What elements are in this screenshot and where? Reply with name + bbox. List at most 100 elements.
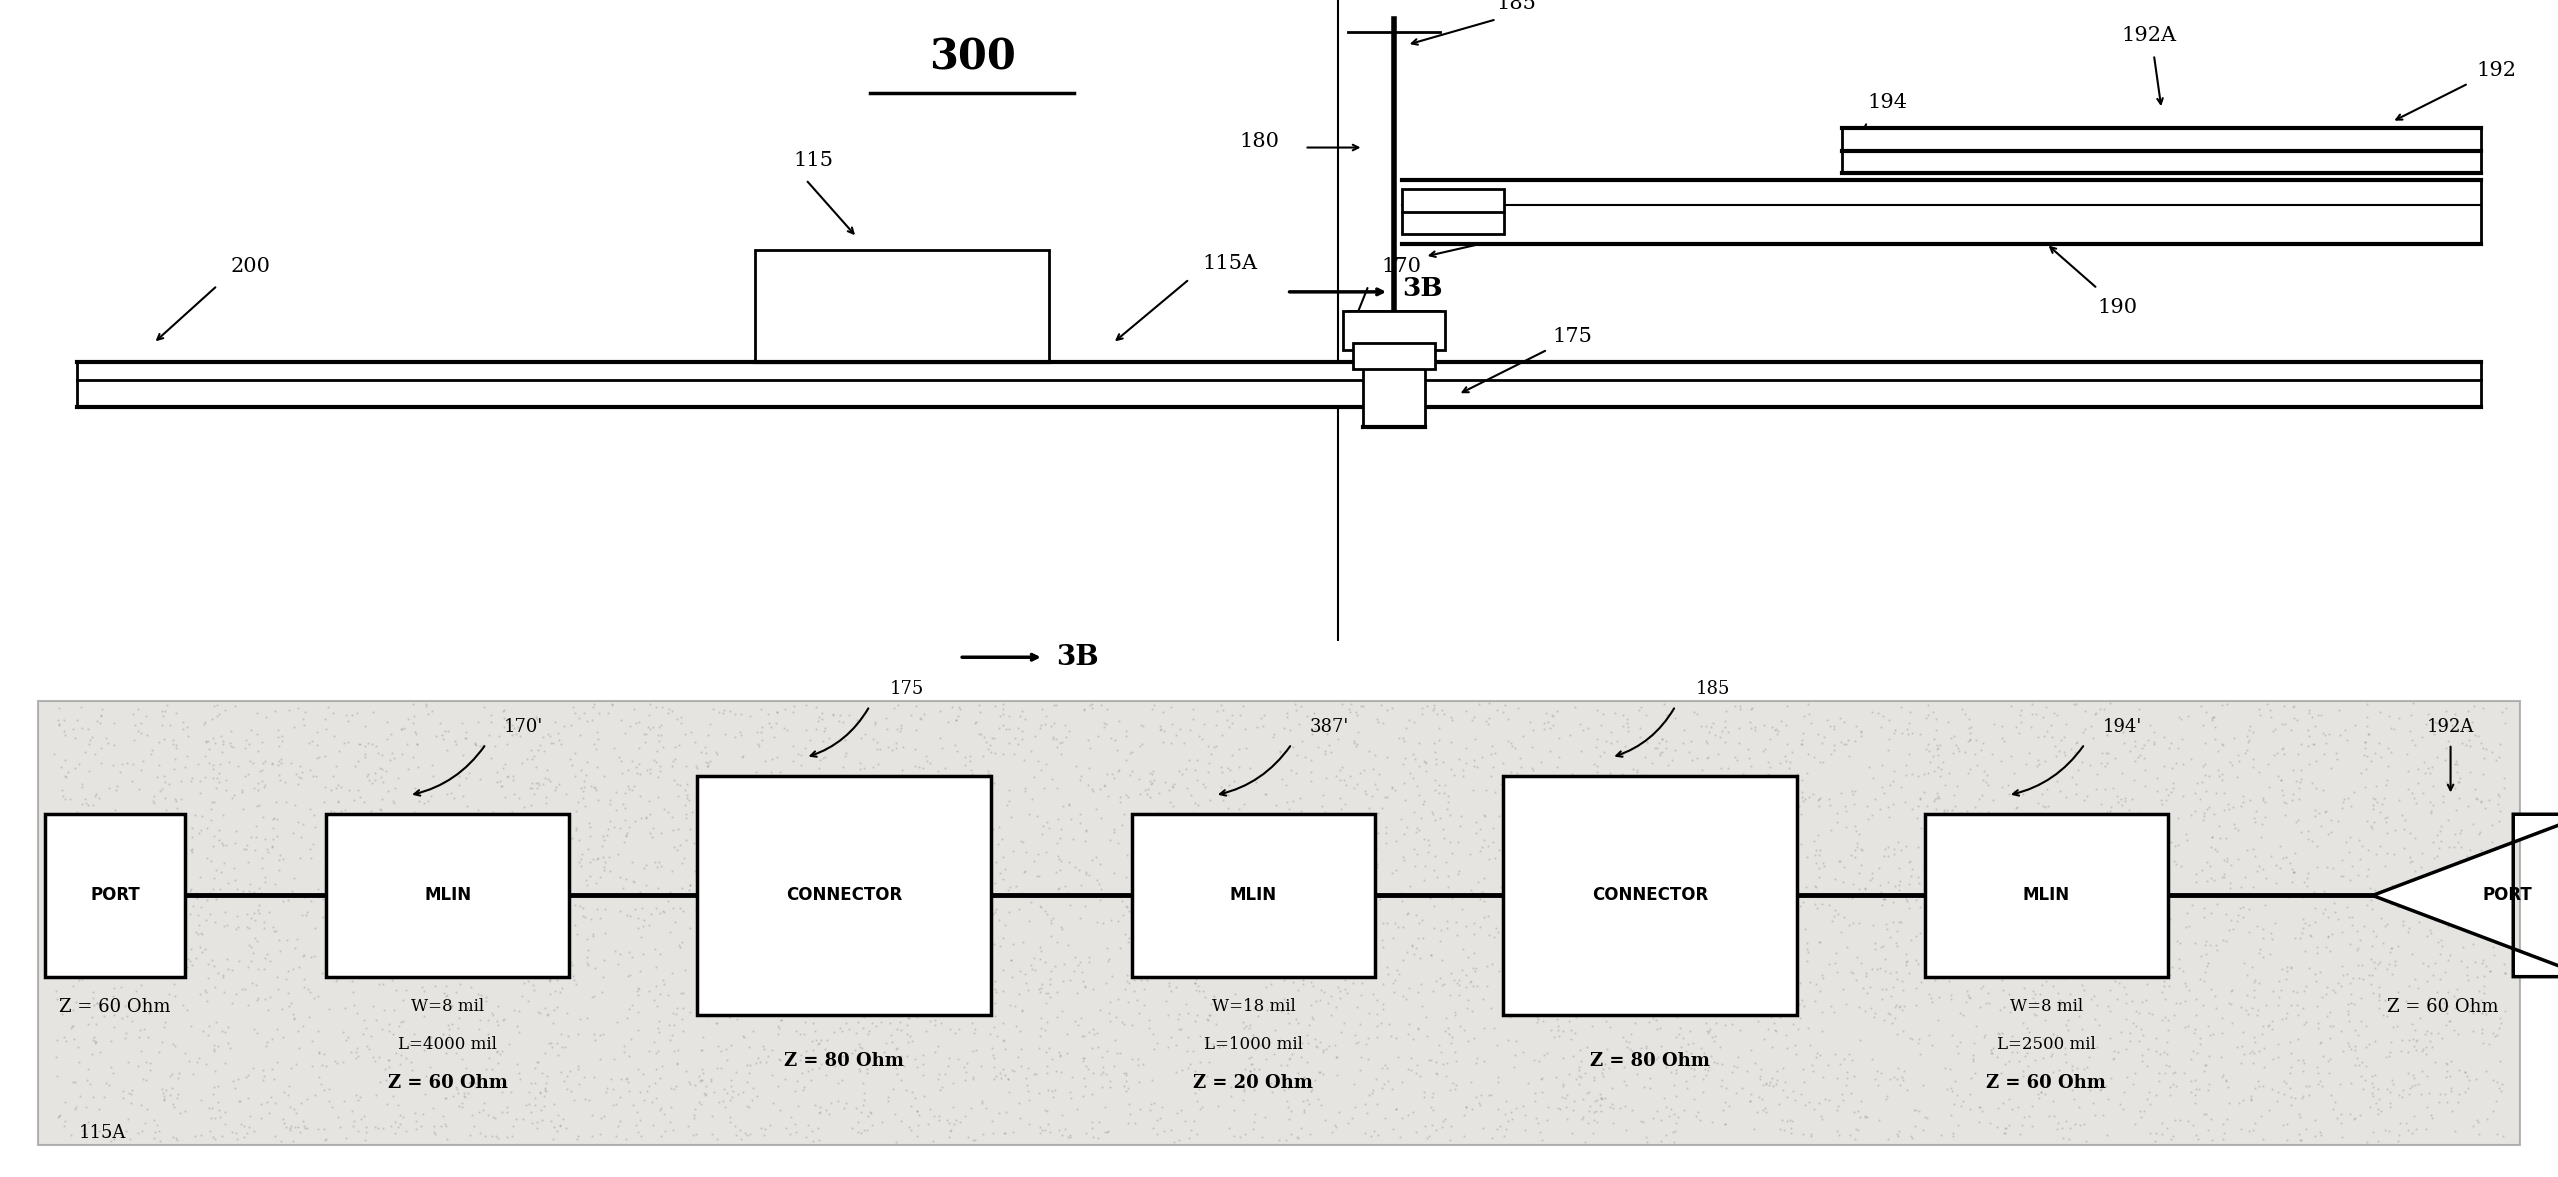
Point bbox=[1184, 714, 1225, 733]
Point bbox=[1573, 989, 1614, 1008]
Point bbox=[1412, 1100, 1453, 1119]
Point bbox=[1386, 718, 1427, 737]
Point bbox=[1138, 820, 1179, 839]
Point bbox=[611, 752, 652, 771]
Point bbox=[358, 909, 399, 927]
Point bbox=[2261, 849, 2302, 867]
Point bbox=[54, 919, 95, 938]
Point bbox=[1346, 910, 1386, 929]
Point bbox=[2090, 802, 2131, 820]
Point bbox=[629, 694, 670, 713]
Point bbox=[980, 911, 1021, 930]
Point bbox=[929, 1113, 969, 1132]
Point bbox=[2159, 809, 2200, 827]
Point bbox=[1108, 846, 1149, 865]
Point bbox=[936, 1111, 977, 1130]
Point bbox=[286, 905, 327, 924]
Point bbox=[762, 865, 803, 884]
Point bbox=[831, 898, 872, 917]
Point bbox=[1353, 873, 1394, 892]
Point bbox=[491, 716, 532, 734]
Point bbox=[263, 1109, 304, 1128]
Point bbox=[2353, 790, 2394, 809]
Point bbox=[2328, 995, 2369, 1013]
Point bbox=[1294, 1037, 1335, 1056]
Point bbox=[916, 1003, 957, 1022]
Point bbox=[100, 810, 141, 829]
Point bbox=[36, 1048, 77, 1066]
Point bbox=[1832, 963, 1872, 982]
Point bbox=[883, 1057, 923, 1076]
Point bbox=[82, 739, 123, 758]
Point bbox=[2438, 754, 2479, 773]
Text: 115A: 115A bbox=[79, 1124, 125, 1142]
Point bbox=[1036, 983, 1077, 1002]
Point bbox=[2003, 1013, 2044, 1032]
Point bbox=[1376, 962, 1417, 980]
Point bbox=[1392, 1060, 1432, 1079]
Point bbox=[228, 1089, 269, 1108]
Point bbox=[1571, 1097, 1612, 1116]
Point bbox=[310, 827, 350, 846]
Point bbox=[2098, 973, 2138, 992]
Point bbox=[338, 1091, 379, 1110]
Point bbox=[1320, 897, 1361, 916]
Point bbox=[962, 785, 1003, 804]
Point bbox=[2289, 925, 2330, 944]
Point bbox=[1624, 995, 1665, 1013]
Point bbox=[2476, 794, 2517, 813]
Point bbox=[2422, 793, 2463, 812]
Point bbox=[2307, 858, 2348, 877]
Point bbox=[2023, 1030, 2064, 1049]
Point bbox=[2087, 909, 2128, 927]
Point bbox=[512, 855, 553, 873]
Point bbox=[1878, 937, 1918, 956]
Point bbox=[883, 911, 923, 930]
Point bbox=[61, 778, 102, 797]
Point bbox=[573, 1068, 614, 1086]
Point bbox=[530, 985, 570, 1004]
Point bbox=[343, 1025, 384, 1044]
Point bbox=[721, 767, 762, 786]
Point bbox=[1929, 814, 1970, 833]
Point bbox=[128, 866, 169, 885]
Point bbox=[466, 826, 506, 845]
Point bbox=[1954, 884, 1995, 903]
Point bbox=[1049, 936, 1090, 955]
Point bbox=[1246, 1049, 1287, 1068]
Point bbox=[2381, 1088, 2422, 1106]
Point bbox=[563, 772, 604, 791]
Point bbox=[929, 1122, 969, 1141]
Point bbox=[798, 1059, 839, 1078]
Point bbox=[1865, 915, 1906, 933]
Point bbox=[1246, 826, 1287, 845]
Point bbox=[2254, 722, 2295, 740]
Point bbox=[394, 1104, 435, 1123]
Point bbox=[2389, 923, 2430, 942]
Point bbox=[1918, 878, 1959, 897]
Point bbox=[2190, 980, 2231, 999]
Point bbox=[432, 997, 473, 1016]
Point bbox=[1755, 720, 1796, 739]
Point bbox=[1276, 764, 1317, 783]
Point bbox=[785, 878, 826, 897]
Point bbox=[125, 915, 166, 933]
Point bbox=[2054, 1090, 2095, 1109]
Point bbox=[483, 959, 524, 978]
Point bbox=[1016, 960, 1056, 979]
Point bbox=[780, 882, 821, 900]
Point bbox=[179, 937, 220, 956]
Point bbox=[1225, 720, 1266, 739]
Point bbox=[325, 1030, 366, 1049]
Point bbox=[2187, 957, 2228, 976]
Point bbox=[877, 1020, 918, 1039]
Point bbox=[2463, 738, 2504, 757]
Point bbox=[1583, 988, 1624, 1006]
Point bbox=[1461, 747, 1502, 766]
Point bbox=[560, 725, 601, 744]
Point bbox=[1729, 800, 1770, 819]
Point bbox=[463, 831, 504, 850]
Point bbox=[2435, 763, 2476, 782]
Point bbox=[1770, 1118, 1811, 1137]
Point bbox=[1537, 1098, 1578, 1117]
